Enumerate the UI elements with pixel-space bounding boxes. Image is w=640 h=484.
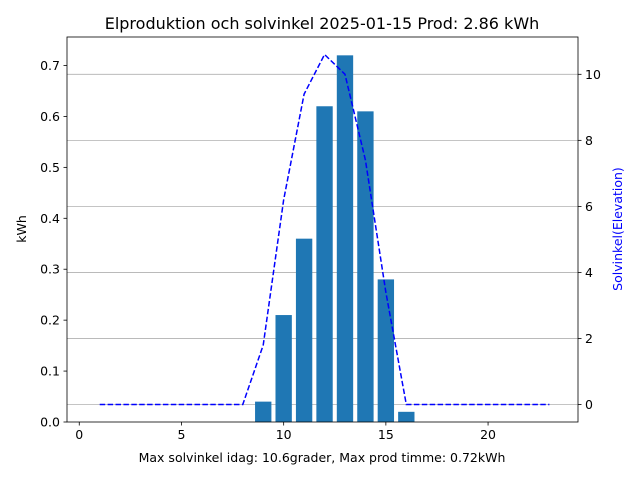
y-tick-label: 0.6 xyxy=(40,109,60,124)
y2-tick-label: 2 xyxy=(585,331,593,346)
series-line xyxy=(99,53,550,406)
y2-axis-label: Solvinkel(Elevation) xyxy=(610,167,625,291)
y-tick-label: 0.2 xyxy=(40,313,60,328)
bar xyxy=(316,106,333,422)
bar xyxy=(398,411,415,422)
bar xyxy=(255,401,272,422)
x-tick-label: 20 xyxy=(480,427,496,442)
bar xyxy=(336,55,354,422)
y2-tick-label: 10 xyxy=(585,67,601,82)
plot-area: 0 5 10 15 20 0.0 0.1 0.2 0.3 0.4 0.5 0.6 0.7 0 2 4 6 8 10 xyxy=(40,36,601,442)
y-tick-label: 0.3 xyxy=(40,262,60,277)
bar xyxy=(275,315,292,422)
y2-tick-label: 6 xyxy=(585,199,593,214)
y2-tick-label: 8 xyxy=(585,133,593,148)
y-tick-label: 0.1 xyxy=(40,364,60,379)
y2-tick-label: 4 xyxy=(585,265,593,280)
bar xyxy=(377,279,395,422)
y-axis-label: kWh xyxy=(14,215,29,243)
x-tick-label: 5 xyxy=(177,427,185,442)
x-tick-label: 10 xyxy=(276,427,292,442)
y-tick-label: 0.4 xyxy=(40,211,60,226)
chart-title: Elproduktion och solvinkel 2025-01-15 Pr… xyxy=(105,14,540,33)
axes-frame xyxy=(66,36,579,423)
bar xyxy=(295,238,313,422)
x-axis-label: Max solvinkel idag: 10.6grader, Max prod… xyxy=(139,450,506,465)
y-tick-label: 0.7 xyxy=(40,58,60,73)
x-tick-label: 0 xyxy=(75,427,83,442)
x-tick-label: 15 xyxy=(378,427,394,442)
y-tick-label: 0.0 xyxy=(40,415,60,430)
y2-tick-label: 0 xyxy=(585,397,593,412)
y-tick-label: 0.5 xyxy=(40,160,60,175)
